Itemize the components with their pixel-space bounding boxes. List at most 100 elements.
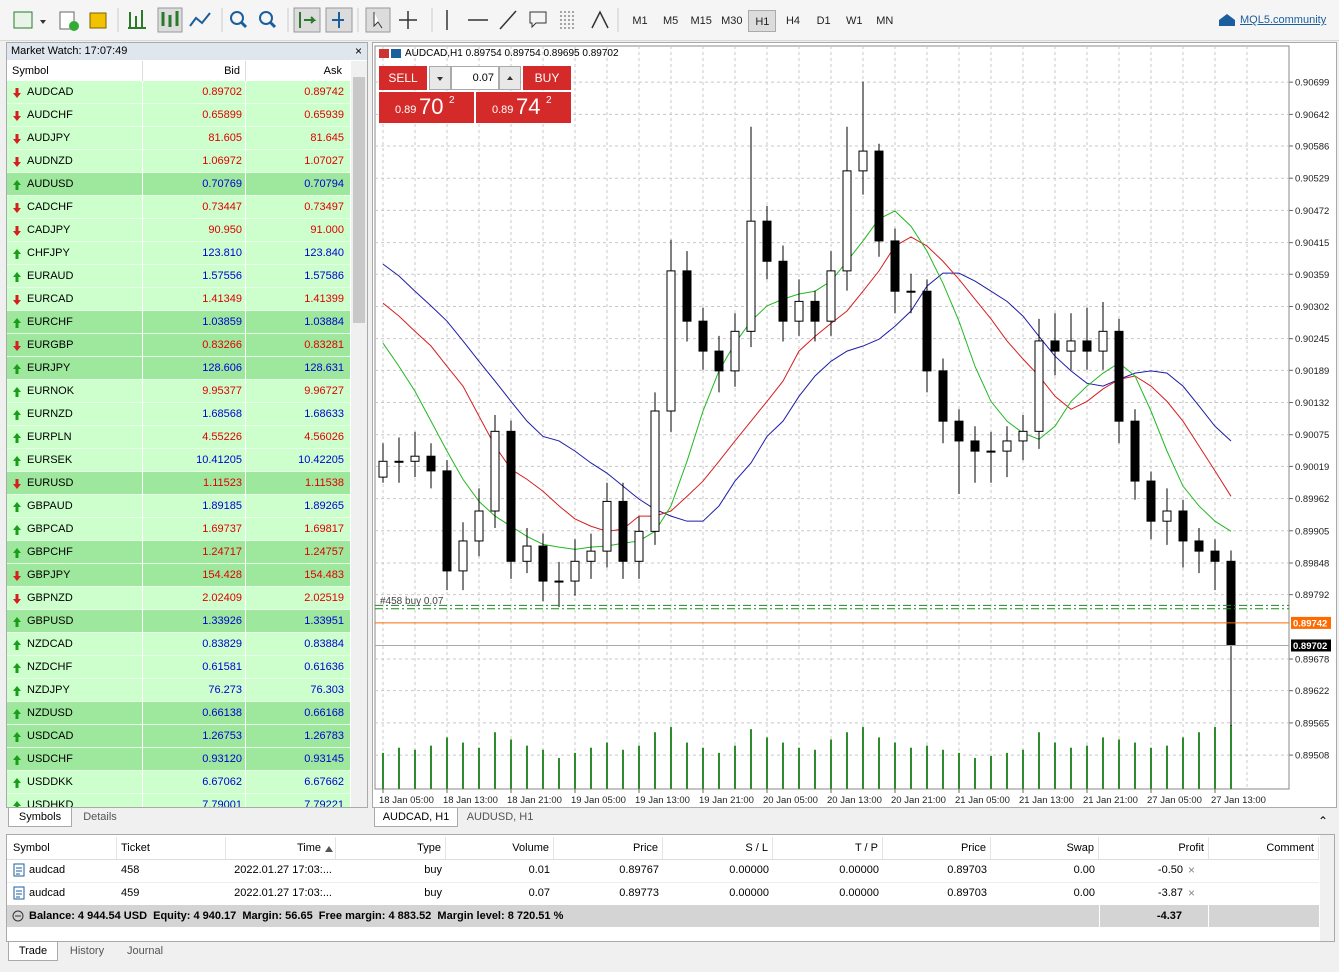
symbol-row[interactable]: GBPJPY 154.428 154.483	[7, 564, 350, 587]
position-row[interactable]: audcad 458 2022.01.27 17:03:... buy 0.01 0.89…	[7, 859, 1319, 883]
symbol-row[interactable]: NZDCHF 0.61581 0.61636	[7, 656, 350, 679]
bid: 0.83829	[202, 638, 242, 650]
timeframe-button[interactable]: H4	[785, 15, 801, 27]
symbol-row[interactable]: CADCHF 0.73447 0.73497	[7, 196, 350, 219]
symbol: CADJPY	[27, 224, 71, 236]
symbol-row[interactable]: EURCHF 1.03859 1.03884	[7, 311, 350, 334]
column-header[interactable]: Type	[336, 837, 446, 859]
symbol-row[interactable]: AUDCHF 0.65899 0.65939	[7, 104, 350, 127]
symbol-row[interactable]: AUDUSD 0.70769 0.70794	[7, 173, 350, 196]
tab[interactable]: History	[69, 945, 105, 957]
ask: 0.73497	[304, 201, 344, 213]
symbol-row[interactable]: EURCAD 1.41349 1.41399	[7, 288, 350, 311]
scrollbar[interactable]	[1320, 835, 1334, 941]
symbol-row[interactable]: EURUSD 1.11523 1.11538	[7, 472, 350, 495]
community-link[interactable]: MQL5.community	[1240, 14, 1327, 26]
close-button[interactable]: ×	[355, 44, 363, 58]
tab[interactable]: Details	[83, 811, 117, 823]
symbol-row[interactable]: EURAUD 1.57556 1.57586	[7, 265, 350, 288]
collapse-icon[interactable]	[12, 910, 24, 922]
symbol-row[interactable]: AUDJPY 81.605 81.645	[7, 127, 350, 150]
symbol-row[interactable]: AUDCAD 0.89702 0.89742	[7, 81, 350, 104]
sell-button[interactable]: SELL	[379, 66, 427, 90]
column-header[interactable]: Price	[554, 837, 663, 859]
bid: 1.33926	[202, 615, 242, 627]
timeframe-button[interactable]: D1	[816, 15, 831, 27]
column-header[interactable]: T / P	[773, 837, 883, 859]
lot-input[interactable]: 0.07	[451, 66, 499, 90]
divider	[245, 748, 246, 771]
divider	[142, 150, 143, 173]
symbol-row[interactable]: AUDNZD 1.06972 1.07027	[7, 150, 350, 173]
cell: -3.87	[1157, 887, 1183, 899]
lot-up[interactable]	[499, 66, 521, 90]
symbol-row[interactable]: USDCAD 1.26753 1.26783	[7, 725, 350, 748]
chart-tab[interactable]: AUDUSD, H1	[466, 811, 534, 823]
buy-button[interactable]: BUY	[523, 66, 571, 90]
tab[interactable]: Journal	[126, 945, 164, 957]
direction-arrow	[13, 479, 21, 489]
sell-price[interactable]: 0.89 70 2	[379, 92, 474, 123]
direction-arrow	[13, 663, 21, 673]
symbol-row[interactable]: EURNZD 1.68568 1.68633	[7, 403, 350, 426]
timeframe-button[interactable]: MN	[876, 15, 894, 27]
column-header[interactable]: Ticket	[117, 837, 226, 859]
symbol-row[interactable]: CADJPY 90.950 91.000	[7, 219, 350, 242]
direction-arrow	[13, 111, 21, 121]
column-header[interactable]: Volume	[446, 837, 554, 859]
symbol-row[interactable]: CHFJPY 123.810 123.840	[7, 242, 350, 265]
symbol-row[interactable]: USDCHF 0.93120 0.93145	[7, 748, 350, 771]
column-header[interactable]: Comment	[1209, 837, 1319, 859]
position-row[interactable]: audcad 459 2022.01.27 17:03:... buy 0.07 0.89…	[7, 882, 1319, 906]
tab[interactable]: Symbols	[8, 808, 72, 827]
arrow	[13, 801, 21, 807]
symbol-row[interactable]: USDDKK 6.67062 6.67662	[7, 771, 350, 794]
symbol-row[interactable]: EURNOK 9.95377 9.96727	[7, 380, 350, 403]
candle-body	[922, 290, 932, 372]
symbol-row[interactable]: USDHKD 7.79001 7.79221	[7, 794, 350, 807]
scrollbar[interactable]	[351, 61, 367, 807]
ask: 1.57586	[304, 270, 344, 282]
y-tick-label: 0.90075	[1295, 430, 1329, 441]
x-tick-label: 20 Jan 13:00	[827, 795, 882, 806]
tab[interactable]: Trade	[8, 942, 58, 961]
close-position[interactable]: ×	[1188, 863, 1196, 877]
ask: 0.89742	[304, 86, 344, 98]
timeframe-button[interactable]: W1	[845, 15, 863, 27]
symbol-row[interactable]: GBPCAD 1.69737 1.69817	[7, 518, 350, 541]
symbol-row[interactable]: GBPUSD 1.33926 1.33951	[7, 610, 350, 633]
symbol-row[interactable]: GBPAUD 1.89185 1.89265	[7, 495, 350, 518]
collapse-button[interactable]: ⌃	[1318, 814, 1329, 828]
timeframe-button[interactable]: M1	[632, 15, 648, 27]
cell: -0.50	[1157, 864, 1183, 876]
column-header[interactable]: Time	[226, 837, 336, 859]
symbol-row[interactable]: NZDUSD 0.66138 0.66168	[7, 702, 350, 725]
column-header[interactable]: Profit	[1099, 837, 1209, 859]
cell: 0.00	[1073, 864, 1095, 876]
arrow	[13, 249, 21, 259]
symbol-row[interactable]: NZDJPY 76.273 76.303	[7, 679, 350, 702]
candle-body	[698, 320, 708, 352]
timeframe-button[interactable]: M30	[721, 15, 743, 27]
timeframe-button[interactable]: H1	[748, 10, 777, 32]
column-header[interactable]: Symbol	[9, 837, 117, 859]
symbol-row[interactable]: GBPNZD 2.02409 2.02519	[7, 587, 350, 610]
timeframe-button[interactable]: M5	[662, 15, 679, 27]
column-header[interactable]: Price	[883, 837, 991, 859]
column-header[interactable]: S / L	[663, 837, 773, 859]
symbol-row[interactable]: NZDCAD 0.83829 0.83884	[7, 633, 350, 656]
timeframe-button[interactable]: M15	[690, 15, 712, 27]
cell: 0.07	[528, 887, 550, 899]
symbol-row[interactable]: EURPLN 4.55226 4.56026	[7, 426, 350, 449]
buy-price[interactable]: 0.89 74 2	[476, 92, 571, 123]
candle-body	[570, 560, 580, 582]
symbol-row[interactable]: GBPCHF 1.24717 1.24757	[7, 541, 350, 564]
symbol-row[interactable]: EURJPY 128.606 128.631	[7, 357, 350, 380]
symbol-row[interactable]: EURGBP 0.83266 0.83281	[7, 334, 350, 357]
column-header[interactable]: Swap	[991, 837, 1099, 859]
lot-down[interactable]	[429, 66, 451, 90]
symbol-row[interactable]: EURSEK 10.41205 10.42205	[7, 449, 350, 472]
chart-tab[interactable]: AUDCAD, H1	[374, 808, 458, 827]
direction-arrow	[13, 755, 21, 765]
close-position[interactable]: ×	[1188, 886, 1196, 900]
